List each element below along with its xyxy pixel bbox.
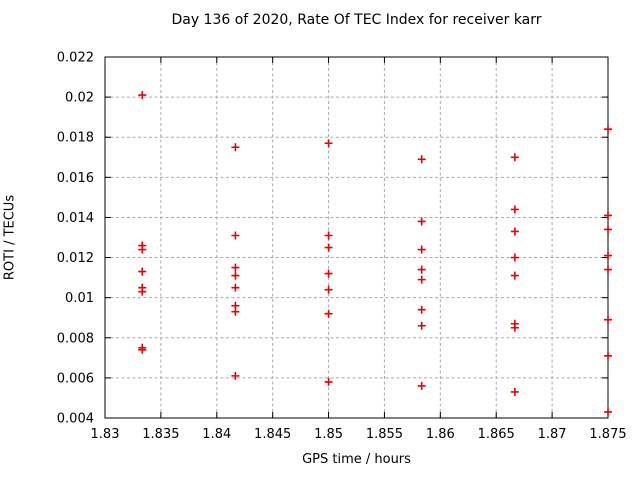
x-tick-label: 1.85 xyxy=(314,427,343,442)
data-point xyxy=(417,155,426,164)
data-point xyxy=(510,271,519,280)
x-tick-label: 1.87 xyxy=(538,427,567,442)
data-point xyxy=(604,407,612,416)
data-point xyxy=(324,243,333,252)
x-tick-label: 1.84 xyxy=(202,427,231,442)
data-point xyxy=(510,387,519,396)
data-point xyxy=(138,245,147,254)
y-tick-label: 0.014 xyxy=(57,211,94,226)
data-point xyxy=(417,305,426,314)
data-point xyxy=(231,143,240,152)
data-point xyxy=(324,309,333,318)
data-point xyxy=(510,205,519,214)
x-tick-label: 1.83 xyxy=(91,427,120,442)
x-tick-label: 1.845 xyxy=(254,427,291,442)
data-point xyxy=(417,381,426,390)
data-point xyxy=(138,345,147,354)
data-point xyxy=(510,227,519,236)
data-point xyxy=(324,231,333,240)
y-tick-label: 0.016 xyxy=(57,171,94,186)
data-point xyxy=(324,285,333,294)
data-point xyxy=(417,265,426,274)
y-tick-label: 0.01 xyxy=(65,291,94,306)
data-point xyxy=(417,245,426,254)
chart-title: Day 136 of 2020, Rate Of TEC Index for r… xyxy=(171,12,542,28)
data-point xyxy=(604,265,612,274)
x-tick-label: 1.835 xyxy=(142,427,179,442)
data-point xyxy=(231,371,240,380)
data-point xyxy=(510,153,519,162)
data-point xyxy=(417,217,426,226)
data-point xyxy=(417,275,426,284)
y-tick-label: 0.006 xyxy=(57,371,94,386)
y-tick-label: 0.008 xyxy=(57,331,94,346)
data-point xyxy=(604,251,612,260)
y-tick-label: 0.004 xyxy=(57,412,94,427)
data-point xyxy=(231,231,240,240)
data-point xyxy=(138,287,147,296)
data-point xyxy=(231,271,240,280)
plot-border xyxy=(104,56,609,419)
data-point xyxy=(324,139,333,148)
x-tick-label: 1.86 xyxy=(426,427,455,442)
y-tick-label: 0.018 xyxy=(57,131,94,146)
data-point xyxy=(417,321,426,330)
data-point xyxy=(138,267,147,276)
data-point xyxy=(231,307,240,316)
x-tick-label: 1.855 xyxy=(366,427,403,442)
y-tick-label: 0.02 xyxy=(65,91,94,106)
data-point xyxy=(510,323,519,332)
y-tick-label: 0.022 xyxy=(57,51,94,66)
x-tick-label: 1.865 xyxy=(478,427,515,442)
data-point xyxy=(231,263,240,272)
data-point xyxy=(324,377,333,386)
x-tick-label: 1.875 xyxy=(589,427,626,442)
data-point xyxy=(138,91,147,100)
data-point xyxy=(604,315,612,324)
data-point xyxy=(604,225,612,234)
data-point xyxy=(231,283,240,292)
data-point xyxy=(604,211,612,220)
data-point xyxy=(510,253,519,262)
data-point xyxy=(324,269,333,278)
data-point xyxy=(604,351,612,360)
data-point xyxy=(604,125,612,134)
y-tick-label: 0.012 xyxy=(57,251,94,266)
x-axis-label: GPS time / hours xyxy=(302,452,411,467)
